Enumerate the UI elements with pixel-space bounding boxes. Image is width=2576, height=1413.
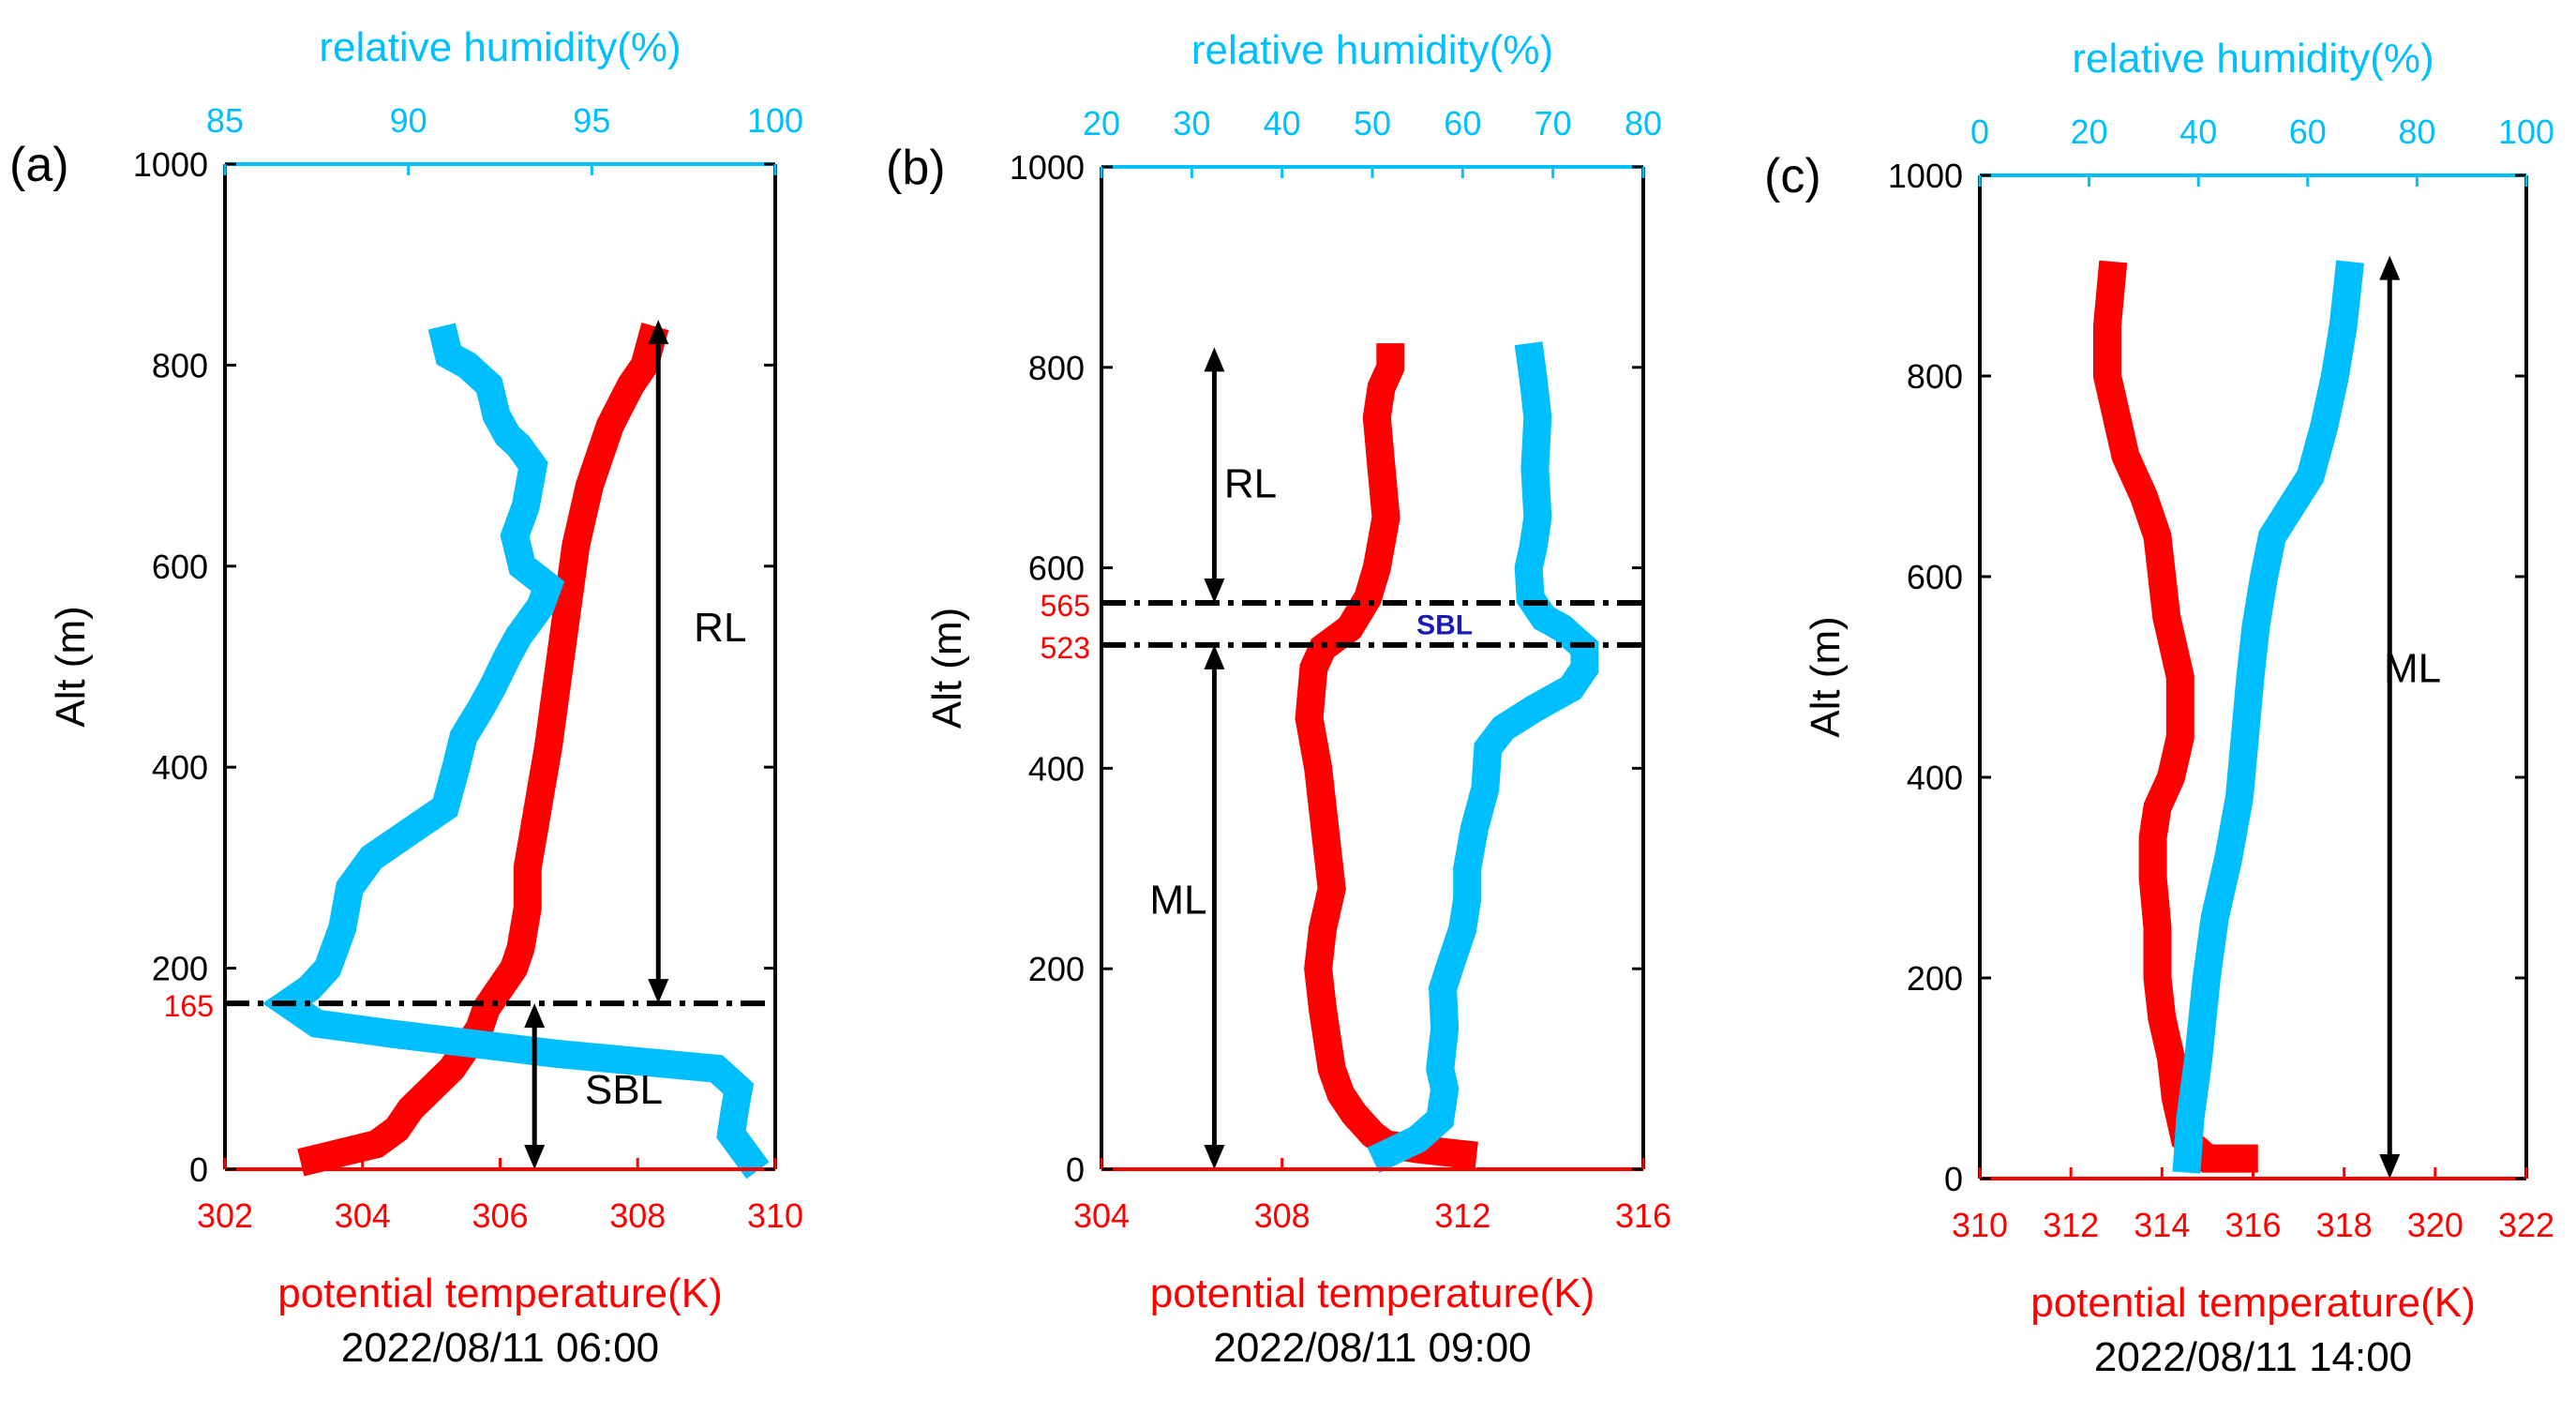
arrow-head [648,979,669,1004]
date-label: 2022/08/11 06:00 [341,1325,659,1371]
x2-tick-label: 95 [573,101,610,140]
x2-tick-label: 50 [1354,104,1391,143]
x-tick-label: 304 [1073,1196,1130,1235]
y-tick-label: 0 [1944,1160,1963,1198]
arrow-head [524,1003,546,1029]
x2-tick-label: 20 [2071,113,2108,151]
y-axis-title: Alt (m) [1803,616,1849,738]
x-tick-label: 318 [2316,1206,2373,1244]
x-tick-label: 314 [2134,1206,2190,1244]
layer-label: RL [1224,461,1277,507]
x-tick-label: 316 [2224,1206,2281,1244]
x-axis-title: potential temperature(K) [1150,1270,1595,1316]
x-tick-label: 312 [1434,1196,1490,1235]
y-tick-label: 1000 [1010,148,1085,187]
x-tick-label: 320 [2407,1206,2464,1244]
y-tick-label: 200 [1907,959,1963,998]
panel-label: (c) [1764,149,1821,203]
panel-a: 0 200 400 600 800 1000 302 304 306 308 310 85 90 95 10… [9,24,803,1371]
x2-tick-label: 20 [1083,104,1120,143]
y-axis-title: Alt (m) [924,608,970,729]
y-tick-label: 600 [1028,549,1085,588]
panel-label: (b) [886,141,946,195]
x2-axis-title: relative humidity(%) [2072,36,2434,82]
y-axis-title: Alt (m) [48,606,94,728]
y-tick-label: 600 [152,548,208,586]
x2-tick-label: 60 [2289,113,2327,151]
x2-tick-label: 60 [1444,104,1481,143]
x-tick-label: 316 [1615,1196,1671,1235]
x-tick-label: 302 [197,1196,253,1235]
panel-label: (a) [9,138,69,192]
arrow-head [1204,644,1225,669]
x2-tick-label: 30 [1173,104,1210,143]
theta-profile-line [297,323,669,1177]
x2-tick-label: 40 [1264,104,1301,143]
panel-c: 0 200 400 600 800 1000 310 312 314 316 318 320 322 0 2… [1764,36,2554,1380]
rh-profile-line [262,323,770,1180]
layer-label: ML [1149,877,1206,923]
arrow-head [1204,1145,1225,1169]
arrow-head [1204,347,1225,372]
date-label: 2022/08/11 14:00 [2094,1334,2412,1380]
layer-label: SBL [585,1067,663,1113]
x-tick-label: 312 [2043,1206,2099,1244]
boundary-label: 165 [164,989,214,1023]
arrow-head [2379,255,2401,280]
y-tick-label: 200 [1028,950,1085,988]
rh-profile-line [2172,260,2365,1174]
x2-tick-label: 80 [1625,104,1662,143]
x2-tick-label: 40 [2179,113,2217,151]
x2-tick-label: 0 [1970,113,1989,151]
theta-profile-line [1295,343,1478,1170]
x-axis-title: potential temperature(K) [277,1270,722,1316]
x-tick-label: 304 [335,1196,391,1235]
y-tick-label: 600 [1907,558,1963,596]
y-tick-label: 800 [1028,349,1085,387]
x-tick-label: 322 [2498,1206,2554,1244]
x2-tick-label: 90 [390,101,427,140]
date-label: 2022/08/11 09:00 [1213,1325,1531,1371]
arrow-head [1204,579,1225,604]
sbl-zone-label: SBL [1416,609,1473,640]
y-tick-label: 800 [1907,357,1963,396]
x-tick-label: 310 [747,1196,803,1235]
x2-axis-title: relative humidity(%) [319,24,681,70]
x2-axis-title: relative humidity(%) [1191,27,1553,73]
y-tick-label: 1000 [133,145,208,184]
x-axis-title: potential temperature(K) [2030,1280,2475,1326]
y-tick-label: 0 [1066,1150,1085,1189]
x-tick-label: 308 [609,1196,666,1235]
theta-profile-line [2093,260,2258,1173]
x2-tick-label: 80 [2398,113,2435,151]
x2-tick-label: 100 [2498,113,2554,151]
boundary-label: 565 [1041,589,1090,623]
x2-tick-label: 100 [747,101,803,140]
y-tick-label: 400 [152,748,208,787]
x-tick-label: 310 [1952,1206,2008,1244]
y-tick-label: 400 [1028,749,1085,788]
arrow-head [524,1145,546,1169]
y-tick-label: 400 [1907,759,1963,797]
layer-label: ML [2384,645,2441,691]
y-tick-label: 800 [152,346,208,384]
x2-tick-label: 85 [206,101,244,140]
y-tick-label: 1000 [1888,157,1963,195]
x-tick-label: 306 [472,1196,528,1235]
x-tick-label: 308 [1254,1196,1310,1235]
boundary-label: 523 [1041,631,1090,665]
rh-profile-line [1367,341,1599,1174]
y-tick-label: 200 [152,950,208,988]
y-tick-label: 0 [189,1150,208,1189]
arrow-head [2379,1154,2401,1179]
layer-label: RL [694,605,746,651]
panel-b: 0 200 400 600 800 1000 304 308 312 316 20 30 40 50 60 7… [886,27,1671,1371]
x2-tick-label: 70 [1535,104,1572,143]
arrow-head [648,320,669,345]
